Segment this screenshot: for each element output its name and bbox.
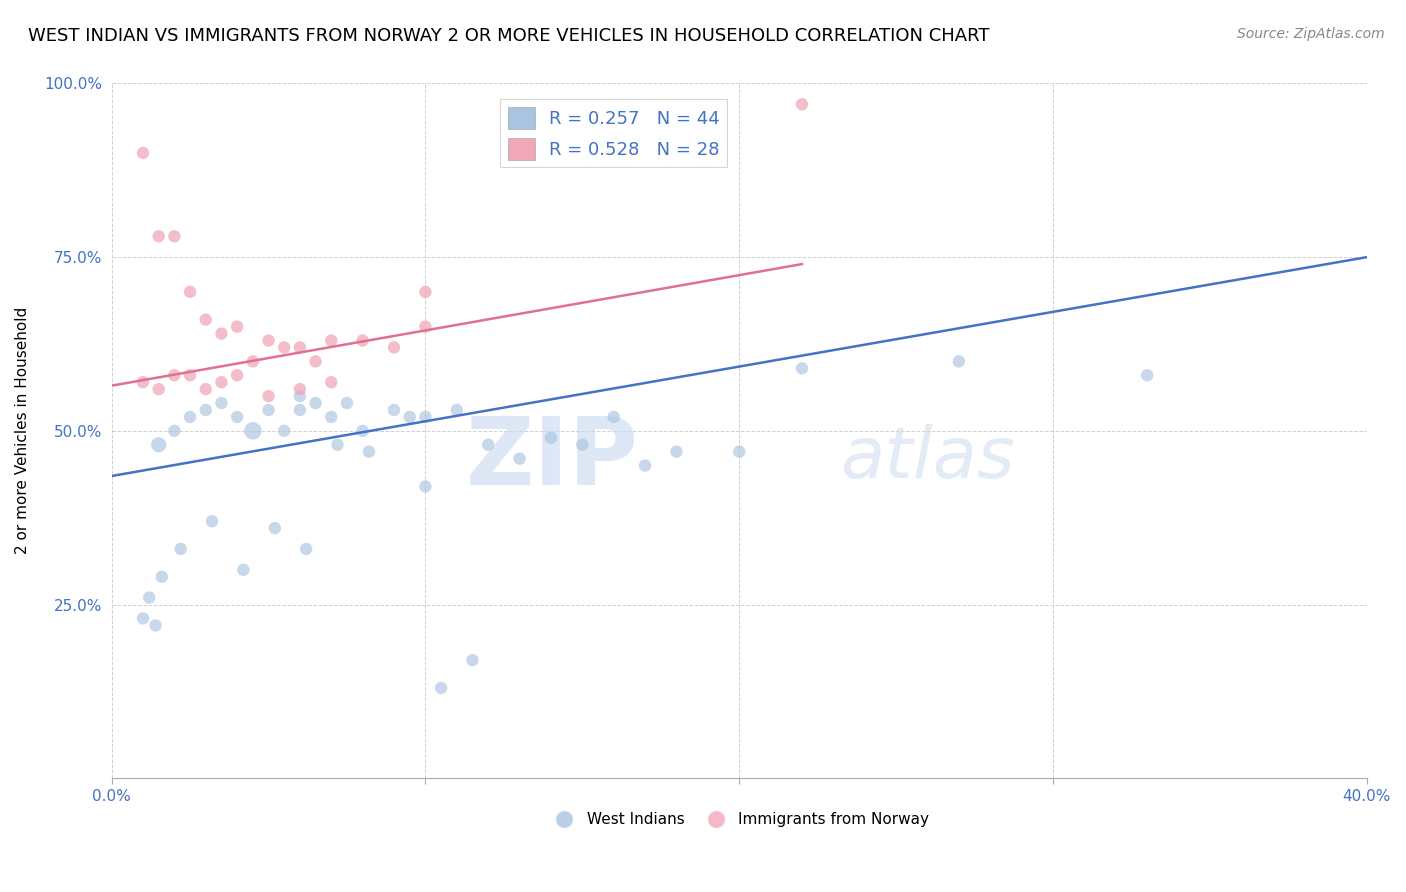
Point	[257, 403, 280, 417]
Point	[179, 285, 201, 299]
Point	[132, 145, 155, 160]
Point	[1136, 368, 1159, 383]
Point	[148, 438, 170, 452]
Point	[415, 319, 437, 334]
Point	[790, 361, 813, 376]
Text: WEST INDIAN VS IMMIGRANTS FROM NORWAY 2 OR MORE VEHICLES IN HOUSEHOLD CORRELATIO: WEST INDIAN VS IMMIGRANTS FROM NORWAY 2 …	[28, 27, 990, 45]
Point	[382, 403, 405, 417]
Point	[352, 334, 374, 348]
Point	[201, 514, 224, 528]
Point	[209, 396, 232, 410]
Point	[194, 382, 217, 396]
Point	[461, 653, 484, 667]
Point	[226, 409, 249, 424]
Point	[132, 375, 155, 389]
Point	[226, 368, 249, 383]
Text: ZIP: ZIP	[465, 413, 638, 505]
Point	[209, 375, 232, 389]
Point	[728, 444, 751, 458]
Point	[163, 368, 186, 383]
Point	[163, 424, 186, 438]
Point	[382, 341, 405, 355]
Point	[148, 229, 170, 244]
Point	[665, 444, 688, 458]
Point	[209, 326, 232, 341]
Point	[477, 438, 499, 452]
Point	[352, 424, 374, 438]
Point	[273, 341, 295, 355]
Text: atlas: atlas	[839, 424, 1014, 493]
Point	[194, 312, 217, 326]
Point	[398, 409, 420, 424]
Point	[179, 368, 201, 383]
Point	[194, 403, 217, 417]
Point	[430, 681, 453, 695]
Point	[138, 591, 160, 605]
Point	[321, 409, 343, 424]
Point	[242, 424, 264, 438]
Point	[415, 479, 437, 493]
Point	[288, 403, 311, 417]
Point	[571, 438, 593, 452]
Point	[295, 541, 318, 556]
Point	[304, 396, 326, 410]
Point	[540, 431, 562, 445]
Point	[145, 618, 167, 632]
Point	[242, 354, 264, 368]
Point	[357, 444, 380, 458]
Point	[509, 451, 531, 466]
Point	[148, 382, 170, 396]
Point	[321, 334, 343, 348]
Point	[163, 229, 186, 244]
Point	[446, 403, 468, 417]
Point	[257, 389, 280, 403]
Point	[415, 409, 437, 424]
Point	[304, 354, 326, 368]
Point	[326, 438, 349, 452]
Point	[257, 334, 280, 348]
Point	[602, 409, 624, 424]
Point	[288, 341, 311, 355]
Y-axis label: 2 or more Vehicles in Household: 2 or more Vehicles in Household	[15, 307, 30, 555]
Point	[288, 382, 311, 396]
Point	[263, 521, 285, 535]
Point	[132, 611, 155, 625]
Point	[288, 389, 311, 403]
Legend: West Indians, Immigrants from Norway: West Indians, Immigrants from Norway	[543, 805, 935, 833]
Point	[150, 570, 173, 584]
Point	[790, 97, 813, 112]
Point	[948, 354, 970, 368]
Point	[179, 409, 201, 424]
Text: Source: ZipAtlas.com: Source: ZipAtlas.com	[1237, 27, 1385, 41]
Point	[634, 458, 657, 473]
Point	[232, 563, 254, 577]
Point	[273, 424, 295, 438]
Point	[321, 375, 343, 389]
Point	[336, 396, 359, 410]
Point	[226, 319, 249, 334]
Point	[169, 541, 191, 556]
Point	[415, 285, 437, 299]
